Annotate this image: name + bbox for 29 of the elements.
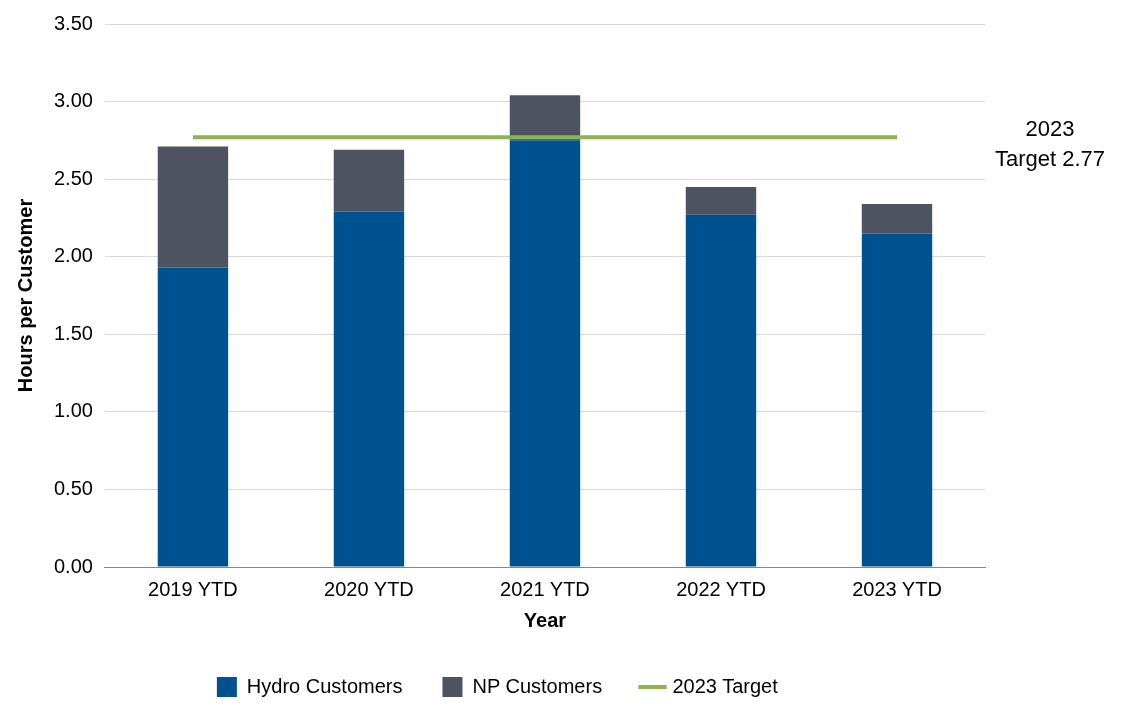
y-tick-label: 2.50 bbox=[53, 166, 93, 189]
x-tick-label: 2019 YTD bbox=[148, 577, 238, 600]
bar bbox=[861, 233, 933, 567]
bar bbox=[509, 140, 581, 567]
bar bbox=[333, 211, 405, 567]
y-tick-label: 0.50 bbox=[53, 476, 93, 499]
x-tick-label: 2021 YTD bbox=[500, 577, 590, 600]
x-axis-title: Year bbox=[523, 608, 567, 631]
bar bbox=[509, 95, 581, 141]
y-tick-label: 2.00 bbox=[53, 244, 93, 267]
bar bbox=[157, 146, 229, 268]
y-tick-label: 3.00 bbox=[53, 89, 93, 112]
bar bbox=[333, 149, 405, 212]
bar bbox=[685, 186, 757, 215]
text: 2023 Target 2.77 bbox=[994, 116, 1106, 172]
legend-label: 2023 Target bbox=[672, 674, 779, 697]
legend-label: NP Customers bbox=[472, 674, 603, 697]
y-tick-label: 3.50 bbox=[53, 11, 93, 34]
bar bbox=[157, 267, 229, 567]
bar bbox=[861, 203, 933, 234]
x-tick-label: 2020 YTD bbox=[324, 577, 414, 600]
y-tick-label: 0.00 bbox=[53, 554, 93, 577]
x-tick-label: 2022 YTD bbox=[676, 577, 766, 600]
legend-label: Hydro Customers bbox=[246, 674, 403, 697]
y-tick-label: 1.00 bbox=[53, 399, 93, 422]
y-tick-label: 1.50 bbox=[53, 321, 93, 344]
x-tick-label: 2023 YTD bbox=[852, 577, 942, 600]
bar bbox=[685, 214, 757, 567]
y-axis-title: Hours per Customer bbox=[13, 198, 36, 393]
